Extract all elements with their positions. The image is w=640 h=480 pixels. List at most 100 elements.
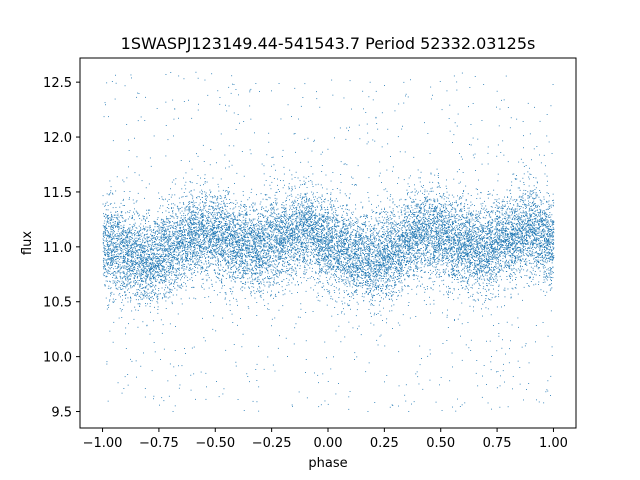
data-point [373,324,375,326]
data-point [501,266,502,268]
data-point [191,240,192,242]
data-point [286,284,288,286]
data-point [105,239,107,241]
data-point [267,232,269,234]
data-point [476,219,477,221]
data-point [494,241,496,243]
data-point [400,249,402,251]
data-point [289,205,291,207]
data-point [313,220,315,221]
data-point [242,219,244,221]
data-point [546,233,548,235]
data-point [336,266,338,268]
data-point [330,197,332,199]
data-point [474,230,476,232]
data-point [194,263,196,265]
data-point [400,251,402,253]
data-point [472,256,474,258]
data-point [474,256,476,258]
data-point [106,240,108,242]
data-point [234,280,236,282]
data-point [508,244,510,245]
data-point [253,210,255,212]
data-point [291,236,293,237]
data-point [381,237,383,238]
data-point [140,246,142,248]
data-point [177,207,179,209]
data-point [242,254,244,256]
data-point [408,266,410,268]
data-point [312,244,314,245]
data-point [539,120,541,122]
data-point [441,238,443,240]
data-point [296,275,298,277]
data-point [186,259,188,261]
data-point [275,228,277,230]
data-point [423,207,425,209]
data-point [522,235,523,236]
data-point [438,223,440,225]
data-point [506,263,508,265]
data-point [275,267,277,269]
data-point [283,221,284,223]
data-point [514,214,516,216]
data-point [167,255,169,257]
data-point [538,219,540,220]
data-point [421,225,423,227]
data-point [334,208,336,210]
data-point [191,241,193,243]
data-point [163,232,165,234]
data-point [137,262,138,263]
data-point [423,218,425,220]
data-point [443,256,445,258]
data-point [463,224,465,226]
data-point [547,254,549,256]
data-point [287,241,289,243]
data-point [281,220,282,222]
data-point [468,237,470,238]
data-point [431,228,433,229]
data-point [380,334,382,336]
data-point [258,283,259,285]
data-point [230,228,232,230]
data-point [258,283,260,285]
data-point [524,260,526,262]
data-point [469,224,471,225]
data-point [367,246,368,248]
data-point [318,236,320,238]
data-point [370,299,372,301]
data-point [531,214,533,215]
data-point [236,249,238,250]
data-point [111,81,113,82]
data-point [474,260,476,261]
data-point [285,236,287,238]
data-point [528,235,530,237]
data-point [418,221,420,223]
data-point [454,211,456,213]
data-point [230,258,232,260]
data-point [508,246,509,248]
data-point [507,234,508,236]
data-point [506,248,508,250]
data-point [458,243,460,245]
data-point [416,242,418,244]
data-point [394,264,396,265]
data-point [140,253,141,255]
data-point [122,257,124,259]
data-point [498,335,500,337]
data-point [470,270,472,272]
data-point [107,246,109,248]
data-point [163,220,164,222]
data-point [180,279,181,281]
data-point [500,220,502,222]
data-point [462,251,464,253]
data-point [467,255,469,257]
data-point [205,202,207,204]
data-point [218,264,219,265]
data-point [156,301,158,303]
data-point [342,235,344,237]
data-point [327,213,328,215]
data-point [432,258,434,260]
data-point [263,262,265,264]
data-point [198,103,199,105]
